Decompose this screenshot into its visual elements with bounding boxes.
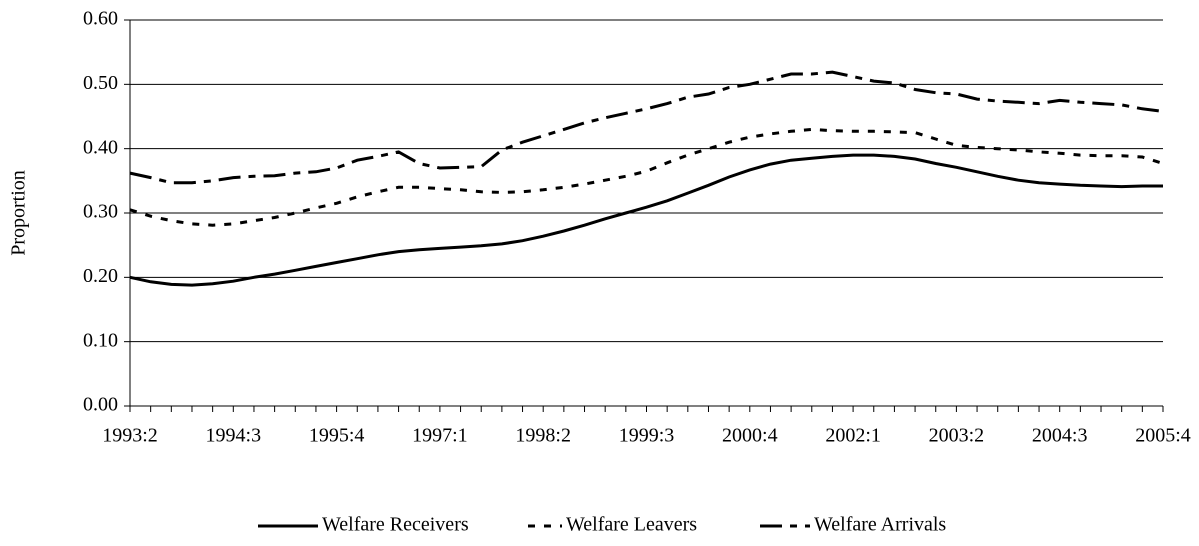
x-tick-label: 2005:4 (1135, 425, 1191, 447)
y-tick-label: 0.20 (83, 265, 118, 287)
legend-label: Welfare Receivers (322, 514, 469, 536)
series-line (129, 153, 1163, 287)
y-tick-label: 0.40 (83, 136, 118, 158)
y-tick-label: 0.10 (83, 329, 118, 351)
x-tick-label: 1997:1 (412, 425, 468, 447)
legend-label: Welfare Arrivals (814, 514, 946, 536)
x-tick-label: 1995:4 (309, 425, 365, 447)
y-tick-label: 0.00 (83, 394, 118, 416)
y-tick-label: 0.50 (83, 72, 118, 94)
series-line (129, 70, 1164, 185)
y-tick-label: 0.60 (83, 8, 118, 30)
x-tick-label: 1998:2 (515, 425, 571, 447)
legend-label: Welfare Leavers (566, 514, 697, 536)
x-tick-label: 1994:3 (206, 425, 262, 447)
x-tick-label: 2004:3 (1032, 425, 1088, 447)
x-tick-label: 2002:1 (825, 425, 881, 447)
y-tick-label: 0.30 (83, 201, 118, 223)
x-tick-label: 2000:4 (722, 425, 778, 447)
x-tick-label: 2003:2 (929, 425, 985, 447)
x-tick-label: 1993:2 (102, 425, 158, 447)
y-axis-label: Proportion (8, 170, 30, 256)
x-tick-label: 1999:3 (619, 425, 675, 447)
